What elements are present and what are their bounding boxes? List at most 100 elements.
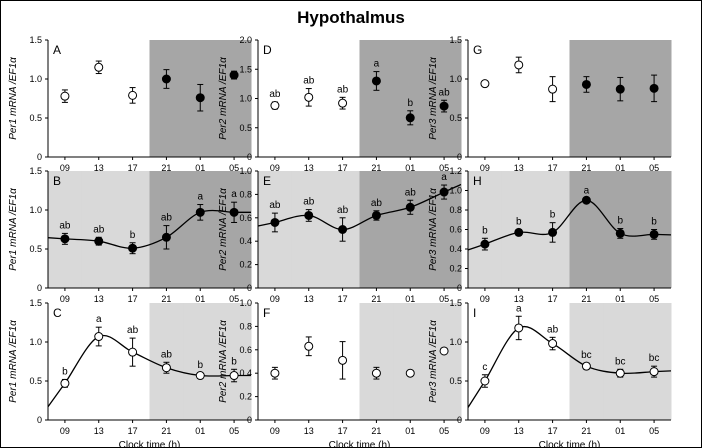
panel-i-y-tick-label: 0.5 bbox=[449, 376, 462, 386]
panel-i-data-point bbox=[649, 367, 659, 377]
panel-h-y-tick-label: 0.6 bbox=[449, 225, 462, 235]
panel-b-significance-label: a bbox=[197, 192, 203, 203]
panel-d-significance-label: ab bbox=[269, 89, 281, 100]
panel-c-y-axis-label: Per1 mRNA /EF1α bbox=[8, 320, 19, 403]
panel-c-significance-label: b bbox=[197, 360, 203, 371]
panel-e-data-point bbox=[338, 225, 348, 234]
panel-b-data-point bbox=[94, 236, 104, 246]
panel-a-y-tick-label: 1.5 bbox=[29, 35, 42, 45]
panel-g-x-tick-label: 09 bbox=[480, 163, 490, 173]
panel-c-background-segment bbox=[183, 303, 218, 420]
panel-b-data-point bbox=[229, 207, 239, 217]
panel-i-data-point bbox=[615, 368, 625, 378]
panel-h-background-segment bbox=[569, 171, 604, 288]
panel-e-y-tick-label: 0.4 bbox=[239, 236, 252, 246]
panel-a-y-tick-label: 0 bbox=[37, 152, 42, 162]
panel-a-x-tick-label: 05 bbox=[229, 163, 239, 173]
panel-i-x-tick-label: 05 bbox=[649, 426, 659, 436]
panel-c-background-segment bbox=[81, 303, 117, 420]
panel-b-x-tick-label: 17 bbox=[128, 294, 138, 304]
panel-f-x-axis-label: Clock time (h) bbox=[329, 440, 391, 448]
panel-a-y-tick-label: 1.0 bbox=[29, 74, 42, 84]
panel-h-significance-label: b bbox=[617, 216, 623, 227]
panel-e-data-point bbox=[439, 187, 449, 197]
panel-e-significance-label: ab bbox=[371, 198, 383, 209]
panel-e-significance-label: ab bbox=[269, 200, 281, 211]
panel-h-x-tick-label: 21 bbox=[581, 294, 591, 304]
panel-e-x-tick-label: 21 bbox=[371, 294, 381, 304]
panel-e-y-tick-label: 0.2 bbox=[239, 260, 252, 270]
panel-b-x-tick-label: 01 bbox=[195, 294, 205, 304]
panel-f-x-tick-label: 21 bbox=[371, 426, 381, 436]
panel-a-x-tick-label: 17 bbox=[128, 163, 138, 173]
panel-i-x-tick-label: 09 bbox=[480, 426, 490, 436]
panel-g-x-tick-label: 13 bbox=[514, 163, 524, 173]
panel-b-significance-label: b bbox=[130, 230, 136, 241]
panel-e-y-tick-label: 0.8 bbox=[239, 189, 252, 199]
panel-c-x-tick-label: 09 bbox=[60, 426, 70, 436]
panel-c-background-segment bbox=[217, 303, 252, 420]
panel-h-y-tick-label: 0.4 bbox=[449, 244, 462, 254]
panel-f-data-point bbox=[338, 355, 348, 365]
panel-f-y-tick-label: 0.8 bbox=[239, 321, 252, 331]
figure-title: Hypothalmus bbox=[297, 8, 405, 27]
panel-a-background-segment bbox=[217, 40, 252, 157]
panel-d-x-tick-label: 05 bbox=[439, 163, 449, 173]
panel-a-background-segment bbox=[81, 40, 117, 157]
panel-f-x-tick-label: 17 bbox=[338, 426, 348, 436]
panel-b-background-segment bbox=[81, 171, 117, 288]
panel-i-x-tick-label: 01 bbox=[615, 426, 625, 436]
panel-g-x-tick-label: 01 bbox=[615, 163, 625, 173]
panel-h-letter: H bbox=[473, 174, 482, 188]
panel-a-data-point bbox=[161, 74, 171, 84]
panel-e-background-segment bbox=[291, 171, 327, 288]
panel-b-significance-label: ab bbox=[161, 213, 173, 224]
panel-b-x-tick-label: 21 bbox=[161, 294, 171, 304]
panel-i-x-axis-label: Clock time (h) bbox=[539, 440, 601, 448]
panel-d-significance-label: ab bbox=[439, 87, 451, 98]
panel-b-background-segment bbox=[183, 171, 218, 288]
panel-a-y-axis-label: Per1 mRNA /EF1α bbox=[8, 57, 19, 140]
panel-a-data-point bbox=[229, 70, 239, 80]
panel-c-x-tick-label: 05 bbox=[229, 426, 239, 436]
panel-b-data-point bbox=[128, 243, 138, 253]
panel-e-x-tick-label: 05 bbox=[439, 294, 449, 304]
panel-c-x-tick-label: 01 bbox=[195, 426, 205, 436]
panel-c-data-point bbox=[128, 347, 138, 357]
panel-a-y-tick-label: 0.5 bbox=[29, 113, 42, 123]
panel-i-y-tick-label: 0 bbox=[457, 415, 462, 425]
panel-b-x-tick-label: 13 bbox=[94, 294, 104, 304]
panel-c-y-tick-label: 0.5 bbox=[29, 376, 42, 386]
panel-i-y-tick-label: 1.0 bbox=[449, 337, 462, 347]
panel-f-x-tick-label: 09 bbox=[270, 426, 280, 436]
panel-e-data-point bbox=[304, 210, 314, 220]
panel-d-y-tick-label: 2.0 bbox=[239, 35, 252, 45]
panel-g-data-point bbox=[615, 84, 625, 94]
panel-h-data-point bbox=[514, 227, 524, 237]
panel-g-y-tick-label: 1.5 bbox=[449, 35, 462, 45]
panel-d-letter: D bbox=[263, 43, 272, 57]
panel-e-significance-label: a bbox=[441, 172, 447, 183]
panel-d-x-tick-label: 09 bbox=[270, 163, 280, 173]
panel-h-data-point bbox=[548, 227, 558, 237]
panel-b-data-point bbox=[60, 234, 70, 244]
panel-e-y-tick-label: 1.0 bbox=[239, 166, 252, 176]
panel-b-background-segment bbox=[217, 171, 252, 288]
panel-h-y-tick-label: 0.2 bbox=[449, 264, 462, 274]
panel-d-y-axis-label: Per2 mRNA /EF1α bbox=[218, 57, 229, 140]
panel-b-y-axis-label: Per1 mRNA /EF1α bbox=[8, 188, 19, 271]
panel-i-significance-label: ab bbox=[547, 324, 559, 335]
panel-h-significance-label: a bbox=[584, 185, 590, 196]
panel-c-background-segment bbox=[48, 303, 83, 420]
panel-f-x-tick-label: 01 bbox=[405, 426, 415, 436]
panel-b-background-segment bbox=[115, 171, 150, 288]
panel-b-letter: B bbox=[53, 174, 61, 188]
panel-c-data-point bbox=[60, 378, 70, 388]
panel-g-data-point bbox=[581, 79, 591, 89]
panel-b-x-tick-label: 09 bbox=[60, 294, 70, 304]
panel-e-y-tick-label: 0 bbox=[247, 283, 252, 293]
panel-f-y-tick-label: 0.6 bbox=[239, 345, 252, 355]
panel-d-x-tick-label: 17 bbox=[338, 163, 348, 173]
panel-i-x-tick-label: 17 bbox=[548, 426, 558, 436]
panel-h-x-tick-label: 17 bbox=[548, 294, 558, 304]
